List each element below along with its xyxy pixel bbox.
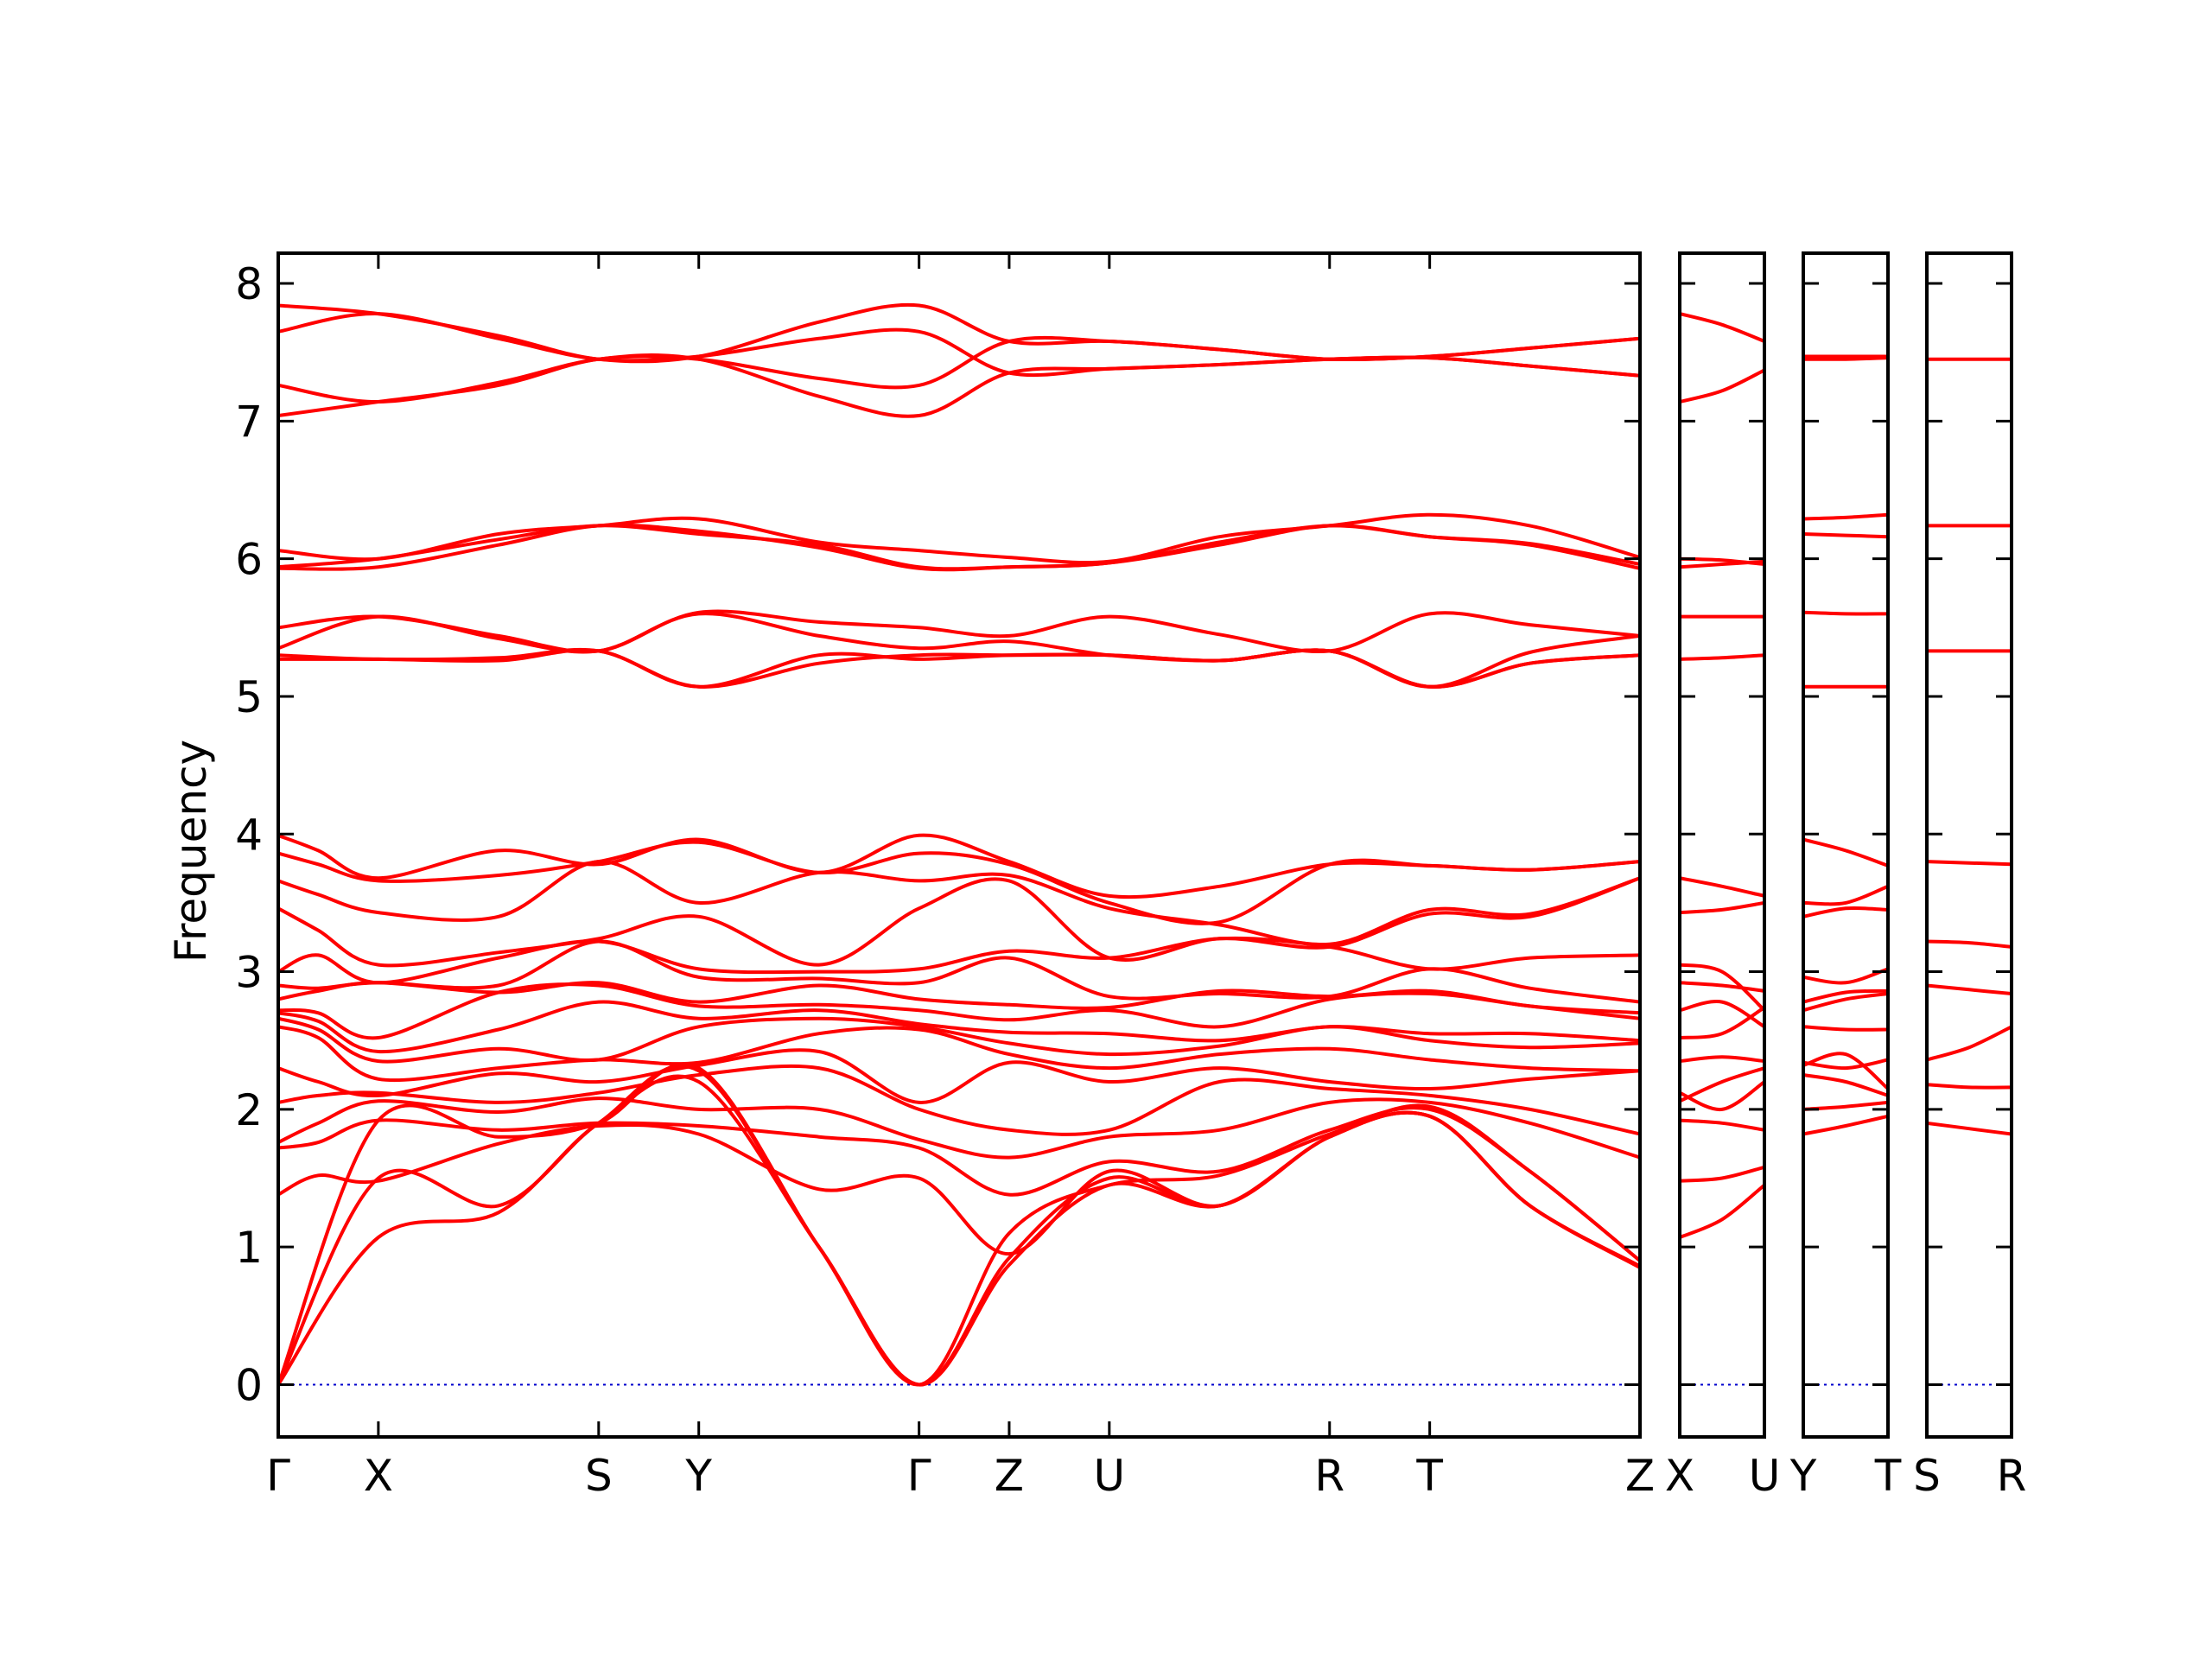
band-line-27 — [278, 1110, 1640, 1270]
axes-frame — [1678, 251, 1766, 1439]
x-tick-label: U — [1094, 1451, 1126, 1501]
band-line-30 — [278, 1074, 1640, 1387]
x-tick-label: S — [585, 1451, 613, 1501]
panel-1: 0 1 2 3 4 5 6 7 8 Γ X S Y Γ Z U R T Z — [235, 251, 1655, 1501]
band-line-18 — [278, 981, 1640, 1015]
y-tick-label: 4 — [235, 810, 263, 860]
band-series-group — [1680, 312, 1764, 1239]
band-line-2 — [1803, 356, 1888, 361]
band-line-2 — [1680, 368, 1764, 404]
band-line-10 — [278, 647, 1640, 689]
band-line-14 — [278, 860, 1640, 947]
band-line-7 — [1680, 876, 1764, 898]
band-line-26 — [278, 1106, 1640, 1263]
band-line-18 — [1680, 1183, 1764, 1239]
band-series-group — [1927, 357, 2012, 1136]
band-line-11 — [1680, 1000, 1764, 1029]
band-line-16 — [1803, 1073, 1888, 1097]
band-line-4 — [1927, 860, 2012, 867]
band-line-13 — [1680, 1055, 1764, 1064]
axes-frame — [276, 251, 1642, 1439]
band-line-16 — [278, 936, 1640, 985]
band-line-15 — [1680, 1066, 1764, 1103]
y-tick-label: 8 — [235, 259, 263, 309]
band-line-18 — [1803, 1114, 1888, 1136]
y-tick-label: 0 — [235, 1360, 263, 1410]
band-line-9 — [1927, 1121, 2012, 1136]
band-line-25 — [278, 1096, 1640, 1160]
axes-frame — [1802, 251, 1890, 1439]
axes-frame — [1925, 251, 2013, 1439]
band-line-13 — [278, 840, 1640, 925]
band-line-5 — [1803, 610, 1888, 616]
band-line-17 — [1680, 1165, 1764, 1183]
band-line-11 — [278, 648, 1640, 689]
band-line-16 — [1680, 1118, 1764, 1132]
band-line-8 — [1927, 1083, 2012, 1090]
band-line-6 — [1927, 983, 2012, 995]
y-tick-label: 3 — [235, 948, 263, 998]
y-tick-label: 7 — [235, 397, 263, 447]
band-series-group — [278, 302, 1640, 1387]
band-line-21 — [278, 1016, 1640, 1064]
band-line-4 — [1803, 532, 1888, 539]
x-tick-label: R — [1997, 1451, 2027, 1501]
x-tick-label: Γ — [266, 1451, 290, 1501]
y-axis-label: Frequency — [166, 740, 216, 963]
band-line-10 — [1680, 981, 1764, 993]
y-tick-label: 6 — [235, 535, 263, 585]
band-line-9 — [278, 612, 1640, 689]
x-tick-label: Z — [1625, 1451, 1655, 1501]
x-tick-label: Y — [1789, 1451, 1817, 1501]
band-line-3 — [1803, 512, 1888, 521]
band-line-14 — [1803, 1058, 1888, 1071]
band-line-29 — [278, 1064, 1640, 1387]
band-line-12 — [1803, 992, 1888, 1013]
band-line-8 — [1803, 884, 1888, 906]
band-line-19 — [278, 982, 1640, 1040]
x-tick-label: Z — [995, 1451, 1024, 1501]
band-line-11 — [1803, 988, 1888, 1004]
y-tick-label: 5 — [235, 672, 263, 722]
band-line-6 — [1680, 653, 1764, 661]
x-tick-label: S — [1913, 1451, 1941, 1501]
band-line-15 — [278, 876, 1640, 968]
band-line-5 — [1927, 939, 2012, 949]
band-line-4 — [1680, 559, 1764, 569]
x-tick-label: X — [364, 1451, 393, 1501]
band-line-8 — [1680, 900, 1764, 915]
band-line-15 — [1803, 1052, 1888, 1090]
y-tick-label: 1 — [235, 1223, 263, 1273]
y-tick-label: 2 — [235, 1085, 263, 1135]
band-line-1 — [1680, 312, 1764, 343]
band-line-4 — [278, 353, 1640, 418]
x-tick-label: R — [1314, 1451, 1344, 1501]
band-line-17 — [278, 939, 1640, 1004]
x-tick-label: T — [1874, 1451, 1902, 1501]
band-line-20 — [278, 1000, 1640, 1054]
band-line-12 — [1680, 1006, 1764, 1039]
x-tick-label: U — [1749, 1451, 1781, 1501]
x-tick-label: X — [1665, 1451, 1694, 1501]
band-line-9 — [1680, 963, 1764, 1013]
band-line-7 — [278, 523, 1640, 572]
band-line-13 — [1803, 1025, 1888, 1032]
x-tick-label: Y — [684, 1451, 712, 1501]
band-line-7 — [1927, 1025, 2012, 1062]
x-tick-label: Γ — [907, 1451, 931, 1501]
band-line-7 — [1803, 837, 1888, 868]
band-line-5 — [278, 512, 1640, 565]
band-line-24 — [278, 1064, 1640, 1136]
band-series-group — [1803, 354, 1888, 1136]
band-line-22 — [278, 1025, 1640, 1083]
band-line-8 — [278, 609, 1640, 654]
band-line-9 — [1803, 906, 1888, 918]
band-line-23 — [278, 1048, 1640, 1104]
x-tick-label: T — [1415, 1451, 1443, 1501]
